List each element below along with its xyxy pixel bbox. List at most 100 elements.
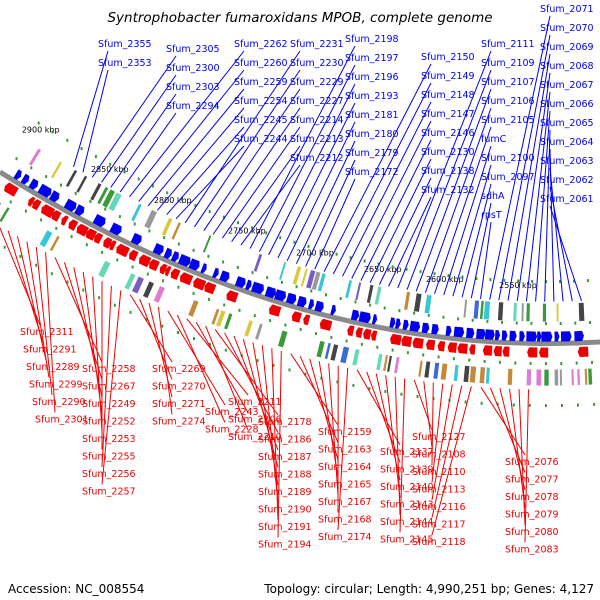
- tick-mark: [377, 262, 380, 266]
- cog-block: [51, 161, 62, 179]
- tick-mark: [586, 279, 589, 283]
- tick-mark: [37, 121, 40, 125]
- forward-gene-label: Sfum_2111: [481, 39, 535, 50]
- tick-mark: [266, 276, 269, 280]
- gene-arrow: [193, 277, 207, 291]
- label-leader-line: [299, 356, 339, 443]
- forward-gene-label: Sfum_2294: [166, 101, 220, 112]
- cog-block: [124, 273, 136, 290]
- label-leader-line: [423, 381, 433, 448]
- label-leader-line: [535, 110, 551, 302]
- gene-arrow: [234, 276, 246, 288]
- tick-mark: [406, 351, 409, 355]
- gene-arrow: [537, 331, 542, 342]
- cog-block: [526, 303, 530, 322]
- gene-arrow: [130, 232, 142, 246]
- cog-block: [279, 262, 287, 280]
- label-leader-line: [443, 145, 492, 296]
- label-leader-line: [399, 378, 406, 533]
- gene-arrow: [453, 326, 465, 338]
- forward-gene-label: Sfum_2064: [540, 137, 594, 148]
- tick-mark: [129, 310, 132, 314]
- reverse-gene-label: Sfum_2159: [318, 427, 372, 438]
- gene-arrow: [274, 289, 286, 302]
- forward-gene-label: Sfum_2109: [481, 58, 535, 69]
- cog-block: [497, 302, 504, 321]
- forward-gene-label: Sfum_2196: [345, 72, 399, 83]
- tick-mark: [376, 345, 379, 349]
- tick-mark: [98, 296, 101, 300]
- gene-arrow: [116, 243, 130, 258]
- label-leader-line: [82, 69, 109, 173]
- tick-mark: [192, 291, 195, 295]
- reverse-gene-label: Sfum_2145: [380, 535, 434, 546]
- reverse-gene-label: Sfum_2164: [318, 462, 372, 473]
- reverse-gene-label: Sfum_2140: [380, 482, 434, 493]
- cog-block: [521, 303, 524, 322]
- tick-mark: [483, 359, 486, 363]
- gene-arrow: [493, 346, 502, 357]
- gene-arrow: [85, 228, 98, 241]
- tick-mark: [461, 275, 464, 279]
- tick-mark: [145, 317, 148, 321]
- cog-block: [588, 368, 593, 385]
- label-leader-line: [394, 376, 401, 516]
- label-leader-line: [434, 126, 492, 295]
- reverse-gene-label: Sfum_2252: [82, 417, 136, 428]
- tick-mark: [433, 272, 436, 276]
- tick-mark: [194, 204, 197, 207]
- label-leader-line: [139, 298, 173, 380]
- tick-mark: [151, 184, 154, 188]
- label-leader-line: [110, 93, 177, 188]
- tick-mark: [116, 258, 119, 262]
- accession-text: Accession: NC_008554: [8, 582, 145, 596]
- forward-gene-label: Sfum_2355: [98, 39, 152, 50]
- label-leader-line: [431, 384, 453, 501]
- label-leader-line: [203, 88, 301, 231]
- forward-gene-label: Sfum_2181: [345, 110, 399, 121]
- tick-mark: [345, 339, 348, 343]
- reverse-gene-label: Sfum_2269: [152, 364, 206, 375]
- tick-mark: [501, 320, 504, 324]
- reverse-gene-label: Sfum_2274: [152, 417, 206, 428]
- cog-block: [578, 302, 585, 321]
- forward-gene-label: Sfum_2138: [421, 166, 475, 177]
- cog-block: [556, 303, 559, 322]
- forward-gene-label: Sfum_2230: [290, 58, 344, 69]
- cog-block: [404, 291, 411, 310]
- reverse-gene-label: Sfum_2178: [258, 417, 312, 428]
- label-leader-line: [194, 69, 301, 228]
- gene-arrow: [61, 215, 69, 226]
- forward-gene-label: Sfum_2148: [421, 90, 475, 101]
- reverse-label-lines: [0, 226, 529, 543]
- cog-block: [473, 300, 480, 319]
- label-leader-line: [101, 290, 122, 485]
- label-leader-line: [360, 139, 432, 281]
- reverse-gene-label: Sfum_2144: [380, 517, 434, 528]
- cog-block: [463, 299, 468, 318]
- cog-block: [29, 148, 41, 166]
- cog-block: [306, 270, 316, 289]
- label-leader-line: [549, 186, 573, 302]
- label-leader-line: [509, 388, 526, 508]
- gene-arrow: [129, 249, 139, 262]
- gene-arrow: [347, 325, 355, 337]
- tick-mark: [89, 199, 92, 203]
- gene-arrow: [355, 327, 363, 338]
- reverse-gene-label: Sfum_2301: [35, 415, 89, 426]
- gene-arrow: [409, 320, 421, 332]
- label-leader-line: [26, 241, 50, 378]
- tick-mark: [437, 355, 440, 359]
- tick-mark: [307, 244, 310, 248]
- gene-arrow: [314, 300, 324, 313]
- forward-gene-label: Sfum_2229: [290, 77, 344, 88]
- gene-arrow: [554, 331, 560, 342]
- reverse-gene-label: Sfum_2078: [505, 492, 559, 503]
- cog-block: [65, 170, 78, 187]
- gene-arrow: [445, 325, 452, 336]
- label-leader-line: [385, 375, 401, 498]
- gene-arrow: [482, 345, 493, 356]
- forward-gene-label: Sfum_2179: [345, 148, 399, 159]
- label-leader-line: [314, 178, 356, 270]
- label-leader-line: [73, 50, 109, 168]
